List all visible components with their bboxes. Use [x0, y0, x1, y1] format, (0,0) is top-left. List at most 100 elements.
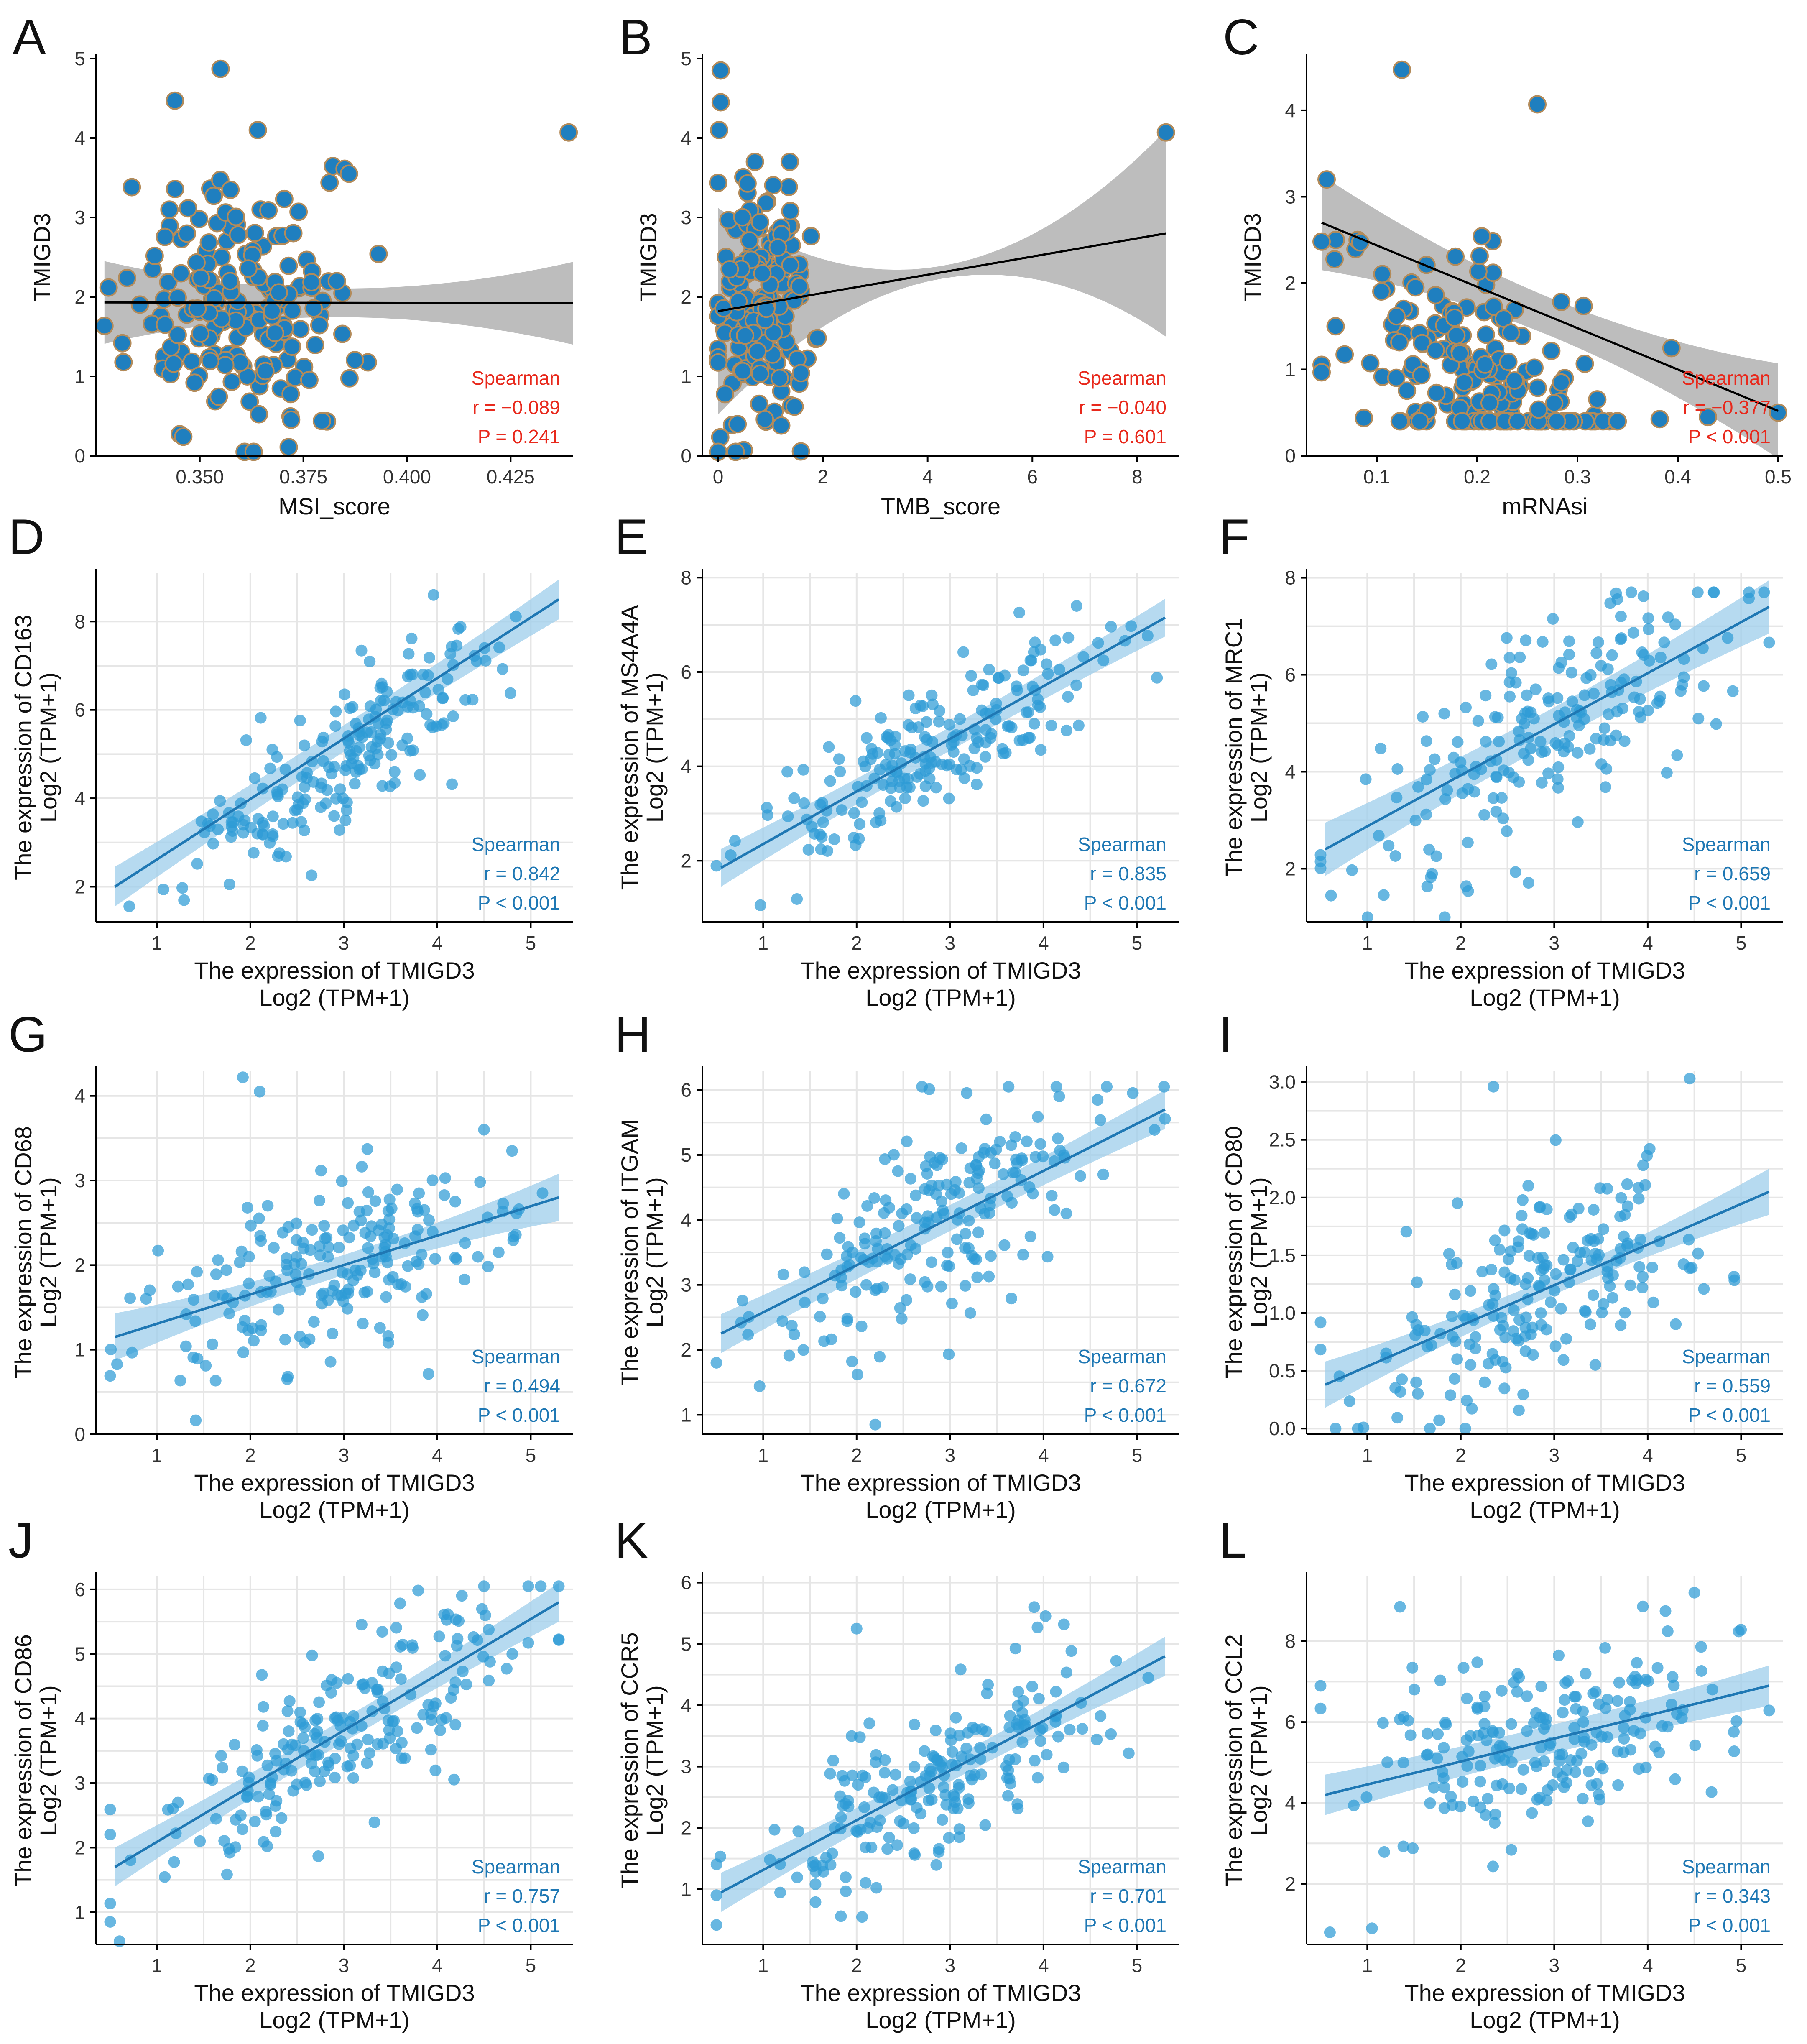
y-tick-label: 2 [74, 286, 85, 308]
data-point [326, 1285, 338, 1297]
data-point [273, 1303, 285, 1316]
data-point [1511, 1686, 1523, 1698]
data-point [241, 1202, 253, 1214]
data-point [1335, 345, 1354, 364]
data-point [1071, 600, 1083, 612]
data-point [1528, 95, 1547, 114]
data-point [745, 153, 764, 171]
data-point [347, 1219, 360, 1232]
data-point [899, 792, 911, 804]
data-point [1525, 358, 1544, 377]
data-point [1451, 1257, 1463, 1269]
data-point [869, 1418, 881, 1431]
data-point [1722, 632, 1734, 644]
data-point [1480, 690, 1492, 702]
data-point [1563, 635, 1575, 647]
data-point [243, 1278, 255, 1290]
data-point [1361, 911, 1373, 923]
data-point [1501, 323, 1520, 342]
data-point [1503, 652, 1516, 664]
data-point [342, 1673, 354, 1685]
data-point [1452, 736, 1464, 748]
y-tick-label: 2 [1285, 1873, 1296, 1895]
data-point [263, 1788, 275, 1800]
data-point [874, 1814, 886, 1827]
data-point [289, 202, 308, 221]
stat-method: Spearman [1682, 1856, 1771, 1878]
data-point [459, 1237, 471, 1249]
y-tick-label: 0 [74, 445, 85, 467]
y-tick-label: 5 [681, 1633, 692, 1655]
data-point [1049, 1204, 1061, 1216]
data-point [1485, 658, 1498, 670]
data-point [1564, 1211, 1576, 1223]
data-point [824, 1768, 836, 1780]
y-axis-subtitle: Log2 (TPM+1) [641, 1685, 668, 1836]
data-point [966, 1773, 978, 1786]
data-point [781, 766, 794, 778]
data-point [1477, 1727, 1489, 1739]
y-tick-label: 6 [1285, 1711, 1296, 1733]
data-point [275, 189, 294, 208]
y-tick-label: 6 [74, 1579, 85, 1600]
data-point [254, 1086, 266, 1098]
data-point [919, 1745, 930, 1757]
data-point [855, 1823, 867, 1835]
data-point [836, 804, 848, 816]
data-point [1763, 636, 1775, 649]
data-point [372, 1683, 384, 1695]
stat-p: P < 0.001 [1084, 892, 1166, 914]
data-point [1662, 339, 1681, 358]
data-point [1438, 708, 1450, 720]
data-point [295, 816, 307, 828]
data-point [788, 792, 800, 804]
data-point [359, 1682, 371, 1694]
data-point [1449, 1373, 1460, 1385]
data-point [1590, 647, 1603, 659]
data-point [1692, 586, 1704, 598]
data-point [258, 1701, 269, 1713]
data-point [1728, 1271, 1740, 1283]
data-point [308, 1316, 320, 1328]
data-point [1072, 719, 1085, 731]
data-point [1545, 394, 1564, 413]
data-point [535, 1580, 547, 1592]
data-point [1479, 1690, 1491, 1702]
data-point [1597, 1223, 1609, 1235]
data-point [1501, 825, 1513, 837]
data-point [1563, 649, 1575, 661]
data-point [1594, 1794, 1605, 1806]
data-point [1041, 658, 1053, 670]
data-point [1515, 1783, 1527, 1795]
regression-line [104, 301, 573, 304]
data-point [1553, 1649, 1565, 1661]
data-point [428, 1700, 440, 1712]
x-tick-label: 0.425 [487, 466, 535, 488]
y-tick-label: 1 [1285, 358, 1296, 380]
data-point [152, 1244, 164, 1257]
data-point [1021, 1135, 1033, 1147]
data-point [1637, 1159, 1649, 1171]
data-point [728, 415, 747, 434]
data-point [401, 732, 413, 744]
stat-method: Spearman [1682, 367, 1771, 389]
x-tick-label: 5 [1736, 932, 1747, 954]
y-tick-label: 3 [681, 1756, 692, 1778]
data-point [1381, 1756, 1394, 1768]
data-point [1485, 1264, 1498, 1275]
x-tick-label: 3 [945, 932, 956, 954]
data-point [965, 670, 977, 682]
data-point [263, 301, 281, 320]
data-point [182, 1278, 194, 1290]
x-tick-label: 2 [245, 1955, 256, 1976]
data-point [190, 1414, 202, 1426]
data-point [870, 1882, 883, 1894]
data-point [1429, 753, 1441, 765]
data-point [1387, 307, 1406, 326]
data-point [211, 59, 230, 78]
data-point [711, 93, 730, 112]
data-point [269, 283, 288, 302]
data-point [780, 153, 799, 171]
x-axis-title: The expression of TMIGD3 [1404, 957, 1685, 984]
